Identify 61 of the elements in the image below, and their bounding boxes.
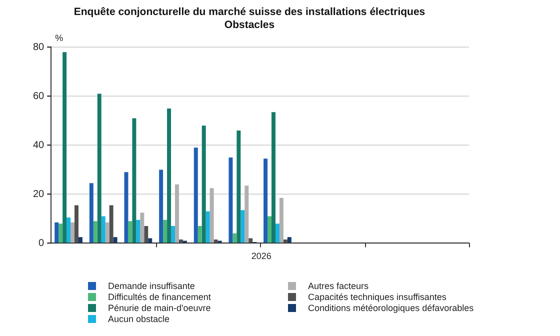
bar [159,170,164,243]
bar [101,216,106,243]
bar [62,52,67,243]
bar [228,157,233,243]
bar [248,238,253,243]
y-tick-label: 80 [33,42,45,53]
y-tick-label: 0 [38,238,45,249]
bar [178,240,183,243]
bar [54,222,59,243]
chart-title: Enquête conjoncturelle du marché suisse des installations électriques [74,6,426,18]
legend-label: Difficultés de financement [108,292,211,302]
y-axis-title: % [55,33,64,44]
bar [268,216,272,243]
bar [275,224,280,243]
x-tick-label: 2026 [251,251,272,262]
bar [167,108,172,243]
legend-label: Conditions météorologiques défavorables [308,302,474,312]
bar [279,198,284,243]
bar [272,112,276,243]
bar [206,211,210,243]
bar [89,183,94,243]
bar [109,205,114,243]
bar [283,240,288,243]
legend-label: Autres facteurs [308,280,369,290]
bar [113,237,118,243]
bar [194,148,198,243]
chart-subtitle: Obstacles [224,18,275,31]
bar [163,220,168,243]
bar [66,217,71,243]
bar [240,210,245,243]
bar [210,188,214,243]
bar [171,226,175,243]
bar [174,184,179,243]
y-tick-label: 20 [33,188,45,200]
bar [93,221,98,243]
bar [132,118,136,243]
bar [148,238,152,243]
y-tick-label: 60 [33,90,45,102]
bar [140,212,144,243]
bar [264,158,268,243]
y-tick-label: 40 [33,140,45,151]
bar [58,224,63,243]
bar [198,226,202,243]
bar [70,222,75,243]
bar [74,205,78,243]
bar [144,226,148,243]
bar [105,222,110,243]
legend-label: Aucun obstacle [108,314,170,324]
bar [78,237,82,243]
bar [128,221,132,243]
bar [202,126,206,243]
bar [232,233,237,243]
bar [136,220,140,243]
bar [236,130,241,243]
legend-label: Demande insuffisante [108,280,195,290]
bar [287,237,292,243]
bar [97,94,102,243]
legend-label: Pénurie de main-d'oeuvre [108,302,211,312]
bar [214,240,218,243]
legend-label: Capacités techniques insuffisantes [308,292,446,302]
bar [244,186,249,243]
